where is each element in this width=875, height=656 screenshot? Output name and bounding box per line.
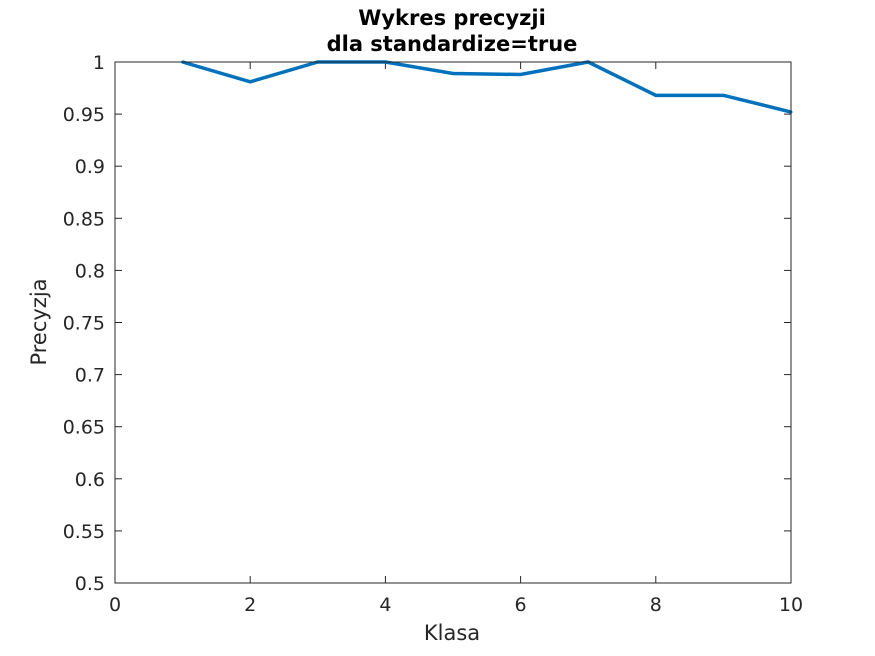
data-point bbox=[248, 80, 252, 84]
y-tick-label: 0.65 bbox=[63, 417, 105, 439]
y-tick-label: 0.75 bbox=[63, 313, 105, 335]
plot-area bbox=[115, 62, 791, 583]
y-tick-label: 0.7 bbox=[75, 365, 105, 387]
x-tick-label: 0 bbox=[109, 594, 121, 616]
chart-title: Wykres precyzji dla standardize=true bbox=[327, 6, 578, 56]
precision-series-line bbox=[182, 60, 792, 114]
x-tick-label: 10 bbox=[779, 594, 803, 616]
series-layer bbox=[181, 60, 793, 114]
chart-title-line-1: Wykres precyzji bbox=[358, 6, 546, 30]
x-tick-label: 2 bbox=[244, 594, 256, 616]
y-tick-label: 1 bbox=[93, 52, 105, 74]
y-tick-label: 0.8 bbox=[75, 260, 105, 282]
axes-box bbox=[114, 61, 792, 584]
x-axis-ticks: 0 2 4 6 8 10 bbox=[109, 62, 803, 616]
y-tick-label: 0.5 bbox=[75, 573, 105, 595]
y-axis-label: Precyzja bbox=[27, 278, 51, 365]
x-tick-label: 8 bbox=[650, 594, 662, 616]
y-tick-label: 0.6 bbox=[75, 469, 105, 491]
chart-title-line-2: dla standardize=true bbox=[327, 32, 578, 56]
x-tick-label: 6 bbox=[515, 594, 527, 616]
y-tick-label: 0.95 bbox=[63, 104, 105, 126]
y-tick-label: 0.55 bbox=[63, 521, 105, 543]
x-tick-label: 4 bbox=[379, 594, 391, 616]
data-point bbox=[519, 73, 523, 77]
y-tick-label: 0.85 bbox=[63, 208, 105, 230]
x-axis-label: Klasa bbox=[424, 621, 480, 645]
data-point bbox=[721, 93, 725, 97]
y-tick-label: 0.9 bbox=[75, 156, 105, 178]
data-point bbox=[451, 71, 455, 75]
data-point bbox=[654, 93, 658, 97]
